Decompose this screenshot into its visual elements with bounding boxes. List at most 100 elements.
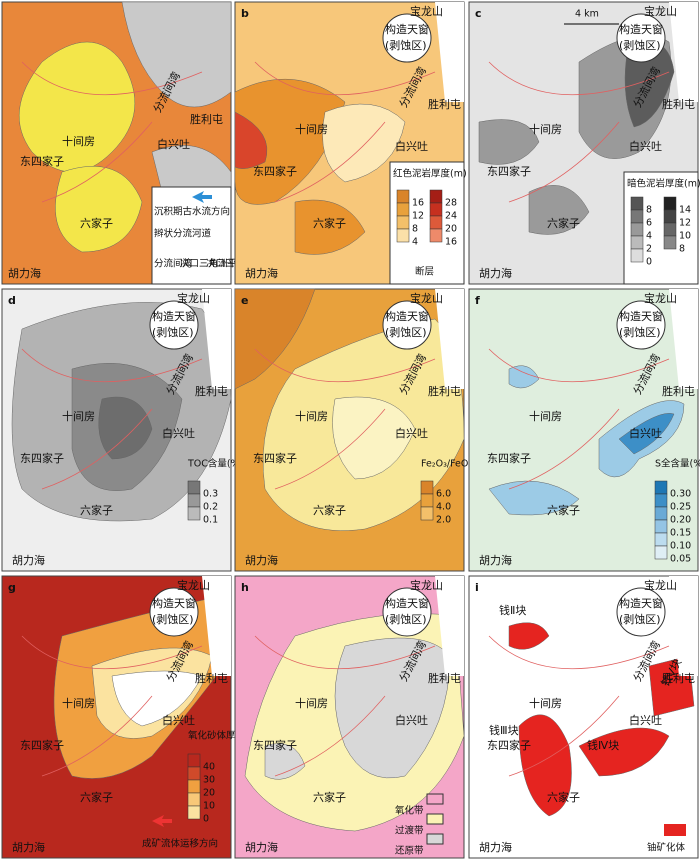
legend-value: 8 [412,224,418,235]
legend-label: 沉积期古水流方向 [154,206,230,218]
fault-line [21,348,203,490]
legend-value: 16 [445,237,457,248]
place-name: 六家子 [313,503,346,517]
legend-value: 8 [679,244,685,255]
legend-swatch [429,202,443,217]
legend-swatch [429,215,443,230]
legend-label: 铀矿化体 [647,842,686,854]
legend-swatch [654,493,668,508]
place-name: 东四家子 [253,164,297,178]
fault-line [21,635,203,777]
outside-area [202,576,231,676]
place-name: 十间房 [62,134,95,148]
place-name: 胡力海 [245,553,278,567]
legend-value: 0.25 [670,502,691,513]
place-name: 宝龙山 [644,4,677,18]
legend-value: 0.1 [203,515,218,526]
legend-swatch [426,813,444,825]
legend-value: 12 [679,218,691,229]
map-zone [332,396,416,480]
panel-letter: f [475,294,480,307]
legend-label: 过渡带 [395,825,424,837]
legend-value: 0.10 [670,541,691,552]
panel-letter: i [475,581,479,594]
place-name: 白兴吐 [157,137,190,151]
fault-line [21,61,203,203]
place-name: 构造天窗 [385,22,429,36]
legend-value: 2.0 [436,515,451,526]
place-name: 胡力海 [12,553,45,567]
legend-value: 28 [445,198,457,209]
place-name: 东四家子 [20,451,64,465]
legend-swatch [187,506,201,521]
place-name: 东四家子 [20,154,64,168]
legend-value: 24 [445,211,457,222]
place-name: 六家子 [547,216,580,230]
legend-swatch [396,215,410,230]
legend-value: 0.15 [670,528,691,539]
place-name: 白兴吐 [395,139,428,153]
legend-swatch [663,235,677,250]
legend-value: 0.20 [670,515,691,526]
outside-area [435,2,464,102]
legend-swatch [630,196,644,211]
place-name: 构造天窗 [385,596,429,610]
place-name: 十间房 [62,696,95,710]
legend-label: 辫状分流河道 [154,228,212,240]
outside-area [669,289,698,389]
place-name: 东四家子 [487,738,531,752]
map-zone [264,743,306,780]
tectonic-window [616,13,666,63]
scale-label: 4 km [575,9,599,20]
place-name: 东四家子 [253,738,297,752]
ore-block-label: 钱Ⅲ块 [489,723,519,737]
map-zone [98,396,153,460]
place-name: 构造天窗 [385,309,429,323]
flow-arrow [152,815,172,827]
legend-value: 4.0 [436,502,451,513]
legend-swatch [420,480,434,495]
place-name: 十间房 [529,409,562,423]
place-name: 白兴吐 [162,713,195,727]
map-zone [322,103,406,183]
legend-value: 4 [646,231,652,242]
place-name: 东四家子 [487,164,531,178]
legend-title: TOC含量(%) [187,458,243,470]
tectonic-window [382,300,432,350]
place-name: 白兴吐 [395,426,428,440]
place-name: (剥蚀区) [152,612,194,626]
place-name: 宝龙山 [410,4,443,18]
place-name: (剥蚀区) [619,38,661,52]
legend-swatch [630,209,644,224]
place-name: (剥蚀区) [619,325,661,339]
legend-value: 0 [646,257,652,268]
legend-swatch [426,793,444,805]
map-zone [18,41,136,173]
place-name: 宝龙山 [177,578,210,592]
legend-label: 决口三角洲平原 [180,258,247,270]
legend-swatch [654,506,668,521]
panel-letter: e [241,294,248,307]
legend-swatch [654,532,668,547]
place-name: 胜利屯 [428,97,461,111]
place-name: 宝龙山 [410,291,443,305]
legend-swatch [187,753,201,768]
legend-swatch [429,228,443,243]
place-name: 十间房 [295,122,328,136]
legend-value: 40 [203,762,215,773]
legend-swatch [396,202,410,217]
place-name: 六家子 [313,790,346,804]
place-name: 东四家子 [20,738,64,752]
legend-swatch [429,189,443,204]
legend-value: 20 [445,224,457,235]
legend-box [151,186,232,285]
map-zone [518,714,572,817]
legend-swatch [630,222,644,237]
ore-block-label: 钱Ⅳ块 [587,738,619,752]
legend-value: 0 [203,814,209,825]
tectonic-window [616,587,666,637]
tectonic-window [616,300,666,350]
place-name: 十间房 [529,696,562,710]
